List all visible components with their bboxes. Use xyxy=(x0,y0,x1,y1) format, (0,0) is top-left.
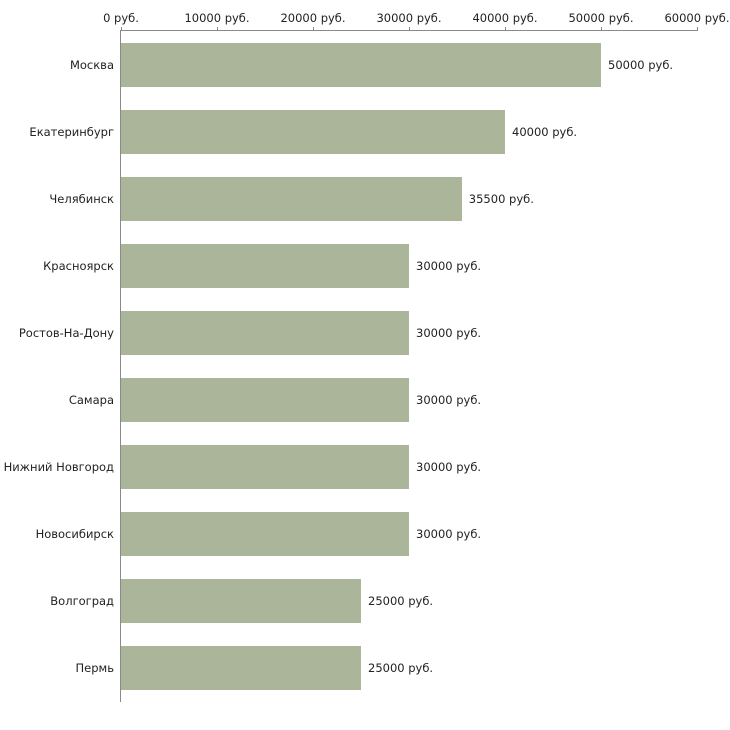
x-axis-tick-label: 60000 руб. xyxy=(664,11,730,25)
bar-row: Нижний Новгород 30000 руб. xyxy=(4,434,697,501)
bar xyxy=(121,42,601,87)
bar-row: Москва 50000 руб. xyxy=(70,31,697,98)
x-axis-tick-mark xyxy=(601,27,602,31)
x-axis-tick-label: 20000 руб. xyxy=(280,11,346,25)
category-label: Екатеринбург xyxy=(29,124,114,139)
bar xyxy=(121,646,361,691)
x-axis-tick-label: 0 руб. xyxy=(103,11,139,25)
x-axis-tick-label: 10000 руб. xyxy=(184,11,250,25)
category-label: Красноярск xyxy=(43,258,114,273)
bar-row: Волгоград 25000 руб. xyxy=(50,568,697,635)
bar xyxy=(121,512,409,557)
value-label: 25000 руб. xyxy=(368,594,434,609)
x-axis-tick-label: 40000 руб. xyxy=(472,11,538,25)
bar xyxy=(121,176,462,221)
bar-row: Ростов-На-Дону 30000 руб. xyxy=(19,299,697,366)
value-label: 30000 руб. xyxy=(416,325,482,340)
x-axis-tick-mark xyxy=(505,27,506,31)
value-label: 30000 руб. xyxy=(416,258,482,273)
bar-row: Екатеринбург 40000 руб. xyxy=(29,98,697,165)
bar xyxy=(121,579,361,624)
value-label: 35500 руб. xyxy=(468,191,534,206)
category-label: Новосибирск xyxy=(35,527,114,542)
bar xyxy=(121,378,409,423)
bar xyxy=(121,310,409,355)
value-label: 50000 руб. xyxy=(608,57,674,72)
value-label: 30000 руб. xyxy=(416,393,482,408)
category-label: Челябинск xyxy=(49,191,114,206)
category-label: Пермь xyxy=(75,661,114,676)
bar-row: Новосибирск 30000 руб. xyxy=(36,501,697,568)
x-axis-tick-mark xyxy=(217,27,218,31)
category-label: Волгоград xyxy=(50,594,114,609)
bar xyxy=(121,445,409,490)
x-axis-tick-mark xyxy=(121,27,122,31)
plot-area: 0 руб. 10000 руб. 20000 руб. 30000 руб. 4000… xyxy=(4,12,730,702)
value-label: 40000 руб. xyxy=(512,124,578,139)
x-axis-tick-mark xyxy=(313,27,314,31)
x-axis-tick-mark xyxy=(409,27,410,31)
value-label: 25000 руб. xyxy=(368,661,434,676)
x-axis-tick-label: 30000 руб. xyxy=(376,11,442,25)
category-label: Москва xyxy=(69,57,114,72)
bar-row: Красноярск 30000 руб. xyxy=(43,232,697,299)
value-label: 30000 руб. xyxy=(416,460,482,475)
bar xyxy=(121,243,409,288)
x-axis-tick-label: 50000 руб. xyxy=(568,11,634,25)
bar-row: Пермь 25000 руб. xyxy=(76,635,697,702)
category-label: Ростов-На-Дону xyxy=(18,325,114,340)
category-label: Самара xyxy=(68,393,114,408)
category-label: Нижний Новгород xyxy=(3,460,114,475)
bar xyxy=(121,109,505,154)
bar-row: Челябинск 35500 руб. xyxy=(49,165,697,232)
x-axis-tick-mark xyxy=(697,27,698,31)
bar-row: Самара 30000 руб. xyxy=(69,367,697,434)
value-label: 30000 руб. xyxy=(416,527,482,542)
